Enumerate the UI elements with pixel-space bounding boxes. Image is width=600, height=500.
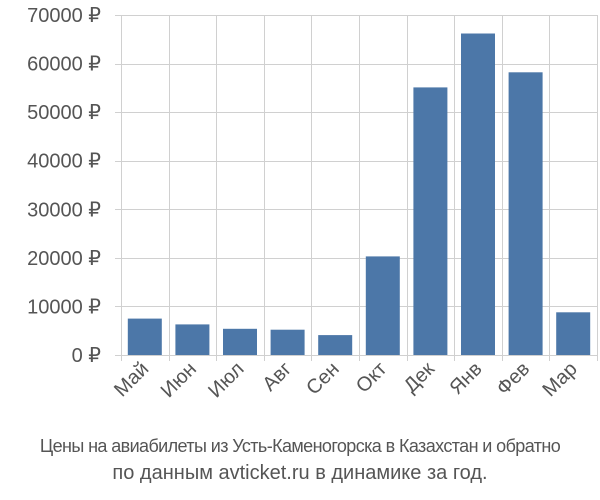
bar — [556, 312, 591, 355]
bar — [413, 87, 448, 356]
chart-caption-line-2: по данным avticket.ru в динамике за год. — [112, 462, 488, 484]
bar — [127, 318, 162, 355]
y-tick-label: 60000 ₽ — [27, 54, 101, 76]
x-tick-label: Авг — [258, 358, 296, 396]
y-tick-label: 70000 ₽ — [27, 5, 101, 27]
y-tick-label: 0 ₽ — [72, 345, 102, 367]
bar — [508, 72, 543, 356]
x-tick-label: Окт — [352, 358, 391, 397]
y-tick-label: 30000 ₽ — [27, 199, 101, 221]
y-axis-ticks: 0 ₽ 10000 ₽ 20000 ₽ 30000 ₽ 40000 ₽ 50000 ₽ 60… — [27, 5, 121, 367]
bar — [318, 335, 353, 355]
x-tick-label: Май — [110, 358, 153, 401]
chart-grid — [121, 15, 598, 356]
x-axis-ticks: Май Июн Июл Авг Сен Окт Дек Янв Фев Мар — [110, 355, 598, 402]
bar — [461, 33, 495, 355]
x-tick-label: Сен — [302, 358, 343, 399]
x-tick-label: Июл — [204, 358, 248, 402]
x-tick-label: Дек — [400, 358, 439, 397]
y-tick-label: 10000 ₽ — [27, 296, 101, 318]
bar — [175, 324, 210, 355]
x-tick-label: Мар — [539, 358, 582, 401]
chart-caption-line-1: Цены на авиабилеты из Усть-Каменогорска … — [39, 436, 561, 456]
x-tick-label: Июн — [157, 358, 201, 402]
bar — [223, 328, 257, 355]
y-tick-label: 40000 ₽ — [27, 151, 101, 173]
bar — [365, 256, 400, 355]
x-tick-label: Янв — [445, 358, 486, 399]
chart-bars — [127, 33, 591, 356]
y-tick-label: 20000 ₽ — [27, 248, 101, 270]
bar — [270, 329, 305, 355]
y-tick-label: 50000 ₽ — [27, 102, 101, 124]
x-tick-label: Фев — [492, 358, 534, 400]
